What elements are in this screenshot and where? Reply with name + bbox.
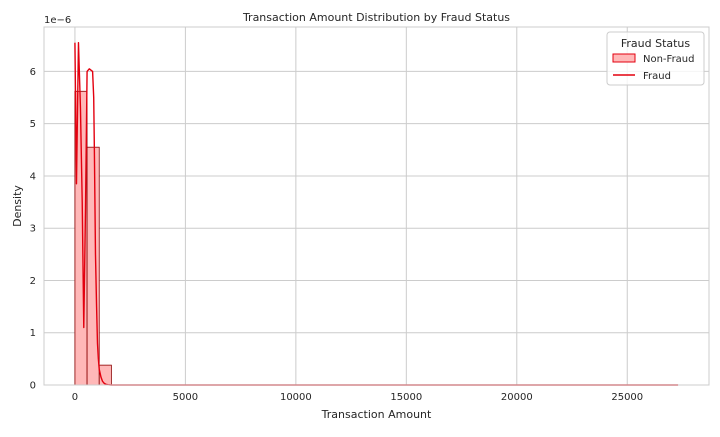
density-line-fraud xyxy=(74,41,679,386)
chart-title: Transaction Amount Distribution by Fraud… xyxy=(242,11,510,24)
legend-title: Fraud Status xyxy=(621,37,691,50)
plot-area xyxy=(74,41,679,386)
legend-label-non-fraud: Non-Fraud xyxy=(643,54,695,65)
y-tick-label: 1 xyxy=(30,328,36,339)
axes-border xyxy=(43,26,710,386)
axes-frame xyxy=(43,26,710,386)
grid xyxy=(44,27,709,386)
y-tick-label: 5 xyxy=(30,119,36,130)
x-tick-label: 5000 xyxy=(173,392,198,403)
x-tick-label: 20000 xyxy=(501,392,533,403)
tick-labels: 0 5000 10000 15000 20000 25000 0 1 2 3 4 5 6 xyxy=(30,67,644,403)
x-axis-label: Transaction Amount xyxy=(321,408,432,421)
x-tick-label: 25000 xyxy=(611,392,643,403)
legend-label-fraud: Fraud xyxy=(643,71,671,82)
x-tick-label: 0 xyxy=(72,392,78,403)
x-tick-label: 10000 xyxy=(280,392,312,403)
y-tick-label: 3 xyxy=(30,224,36,235)
y-tick-label: 2 xyxy=(30,276,36,287)
x-tick-label: 15000 xyxy=(390,392,422,403)
legend-frame xyxy=(606,31,705,86)
legend-swatch-non-fraud xyxy=(612,53,636,63)
y-tick-label: 6 xyxy=(30,67,36,78)
legend: Fraud Status Non-Fraud Fraud xyxy=(606,31,705,86)
y-scale-label: 1e−6 xyxy=(44,15,71,26)
y-tick-label: 0 xyxy=(30,381,36,392)
y-axis-label: Density xyxy=(11,185,24,227)
y-tick-label: 4 xyxy=(30,171,36,182)
